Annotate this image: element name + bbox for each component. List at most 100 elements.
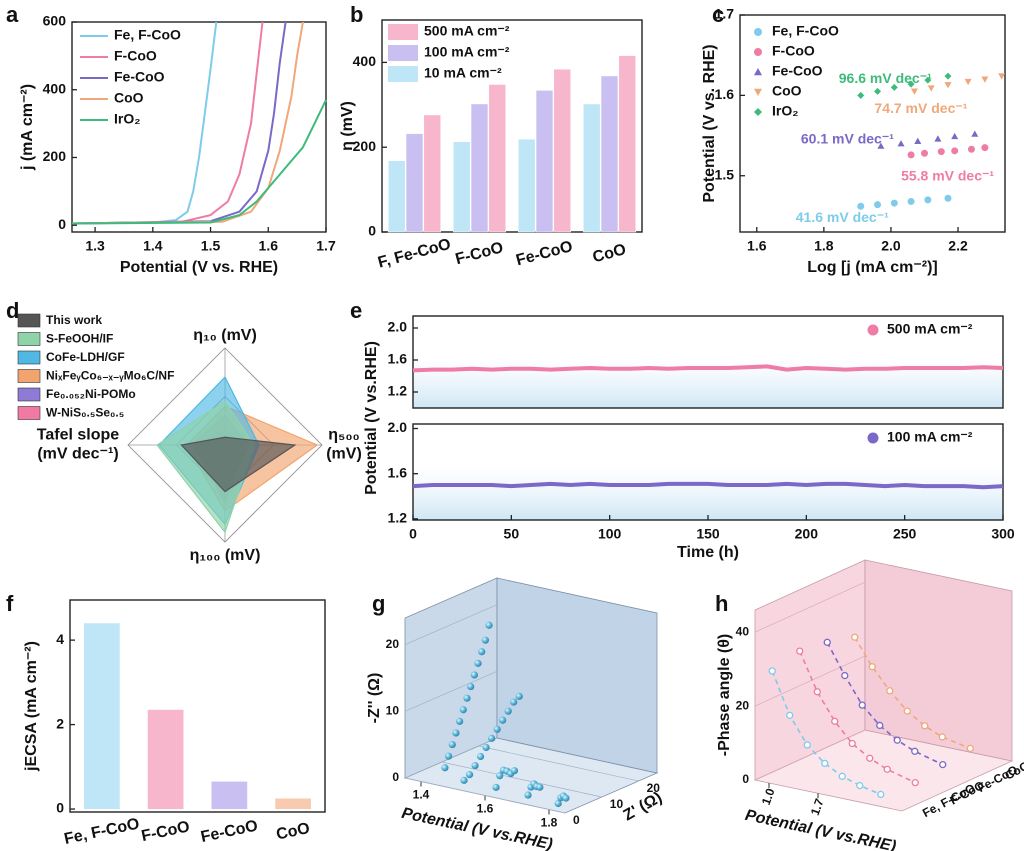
data-point [877,142,885,149]
data-point [477,752,485,761]
y-tick-label: 0 [573,813,580,827]
text-line: η₅₀₀ [328,427,360,444]
z-tick-label: 10 [386,704,400,718]
data-point [874,201,882,209]
legend-swatch [17,350,41,365]
legend-label: S-FeOOH/IF [46,332,113,346]
plot-frame [412,315,1004,409]
legend-label: Fe, F-CoO [772,23,839,39]
legend-label: NiₓFeᵧCo₆₋ₓ₋ᵧMo₆C/NF [46,369,174,383]
data-point [463,694,471,702]
y-tick-label: 0 [58,216,66,232]
x-tick-label: 300 [991,526,1015,542]
y-tick [441,761,602,798]
x-tick-label: F-CoO [454,239,506,268]
data-point [857,202,865,210]
panel-label: g [372,591,385,616]
y-tick-label: 1.5 [715,166,735,182]
data-line [71,99,327,225]
data-point [488,734,496,742]
plot-frame [381,19,643,233]
data-point [920,149,928,157]
bar [535,90,554,233]
data-point [441,764,449,772]
bar [423,114,441,233]
data-point [927,85,935,92]
legend-swatch [17,369,41,383]
data-point [452,729,460,737]
legend-swatch [754,48,762,56]
back-wall [864,559,1013,762]
y-tick-label: 600 [43,13,67,29]
data-point [465,771,474,779]
legend-label: This work [46,313,102,327]
data-point [493,725,501,733]
data-point [562,794,570,802]
y-axis-label: Potential (V vs.RHE) [363,341,380,495]
z-tick-label: 0 [392,770,399,784]
data-point [459,706,467,714]
legend-label: CoO [772,83,802,99]
z-tick [754,729,866,781]
radar-axis-label: η₁₀ (mV) [193,327,257,344]
legend-label: 500 mA cm⁻² [887,321,973,337]
x-tick-label: 1.5 [201,238,221,254]
y-tick-label: 2 [56,715,64,731]
y-tick-label: 0 [368,223,376,239]
data-point [524,791,532,799]
data-point [478,648,486,656]
plot-frame [69,599,326,813]
y-tick-label: 200 [353,138,377,154]
data-line [71,21,287,225]
x-tick-label: CoO [591,241,628,266]
data-point [496,772,504,780]
data-point [938,733,946,741]
panel-label: b [350,2,363,27]
x-tick-label: 2.2 [948,238,968,254]
text-line: (mV) [326,446,362,463]
y-tick-label: 1.7 [715,6,735,22]
z-tick [404,604,498,645]
data-point [796,647,804,655]
z-tick-label: 20 [736,698,750,712]
plot-frame [739,14,1006,233]
legend-swatch [17,313,41,328]
bar [618,55,636,233]
data-point [981,76,989,83]
data-point [786,711,794,720]
back-wall [496,577,658,774]
x-tick-label: 200 [795,526,819,542]
y-tick-label: 1.6 [388,464,408,480]
data-point [944,194,952,202]
bar [275,798,311,810]
radar-axis-label: η₁₀₀ (mV) [190,547,261,564]
bar [147,709,184,810]
data-point [966,744,974,753]
annotation: 41.6 mV dec⁻¹ [796,209,889,225]
x-tick-label: 1.4 [413,788,430,802]
data-point [456,717,464,725]
data-point [981,144,989,152]
x-tick-label: F-CoO [140,818,191,845]
data-point [944,82,952,89]
y-tick-label: 1.6 [715,86,735,102]
legend-swatch [867,324,879,336]
data-line [412,481,1004,490]
data-point [921,722,929,730]
data-point [470,671,478,679]
data-point [907,197,915,205]
data-point [964,78,972,86]
annotation: 60.1 mV dec⁻¹ [801,131,894,147]
data-point [471,761,479,770]
data-point [838,772,846,780]
data-point [841,671,849,680]
x-tick-label: 150 [696,526,720,542]
y-tick-label: 400 [43,80,67,96]
data-point [474,659,482,667]
legend-swatch [17,387,41,402]
data-point [482,743,490,752]
legend-label: F-CoO [114,48,157,64]
x-tick-label: Fe-CoO [199,817,259,846]
data-point [914,137,922,144]
